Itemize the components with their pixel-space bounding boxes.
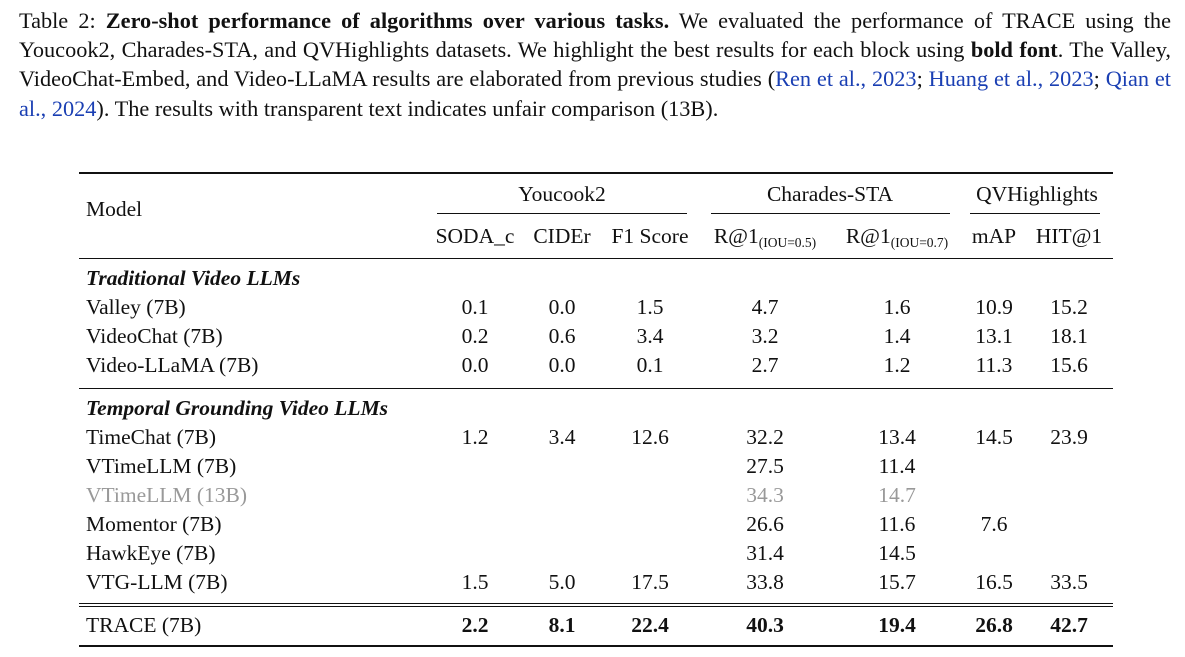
cell-value: 27.5 [746,454,784,478]
caption-bold-phrase: bold font [970,37,1058,63]
metric-map: mAP [971,224,1017,248]
cell-value: 0.0 [461,353,489,377]
row-model: Valley (7B) [86,295,186,319]
cell-value: 3.2 [751,324,779,348]
cell-value: 0.1 [461,295,489,319]
row-model: VTimeLLM (7B) [86,454,237,478]
cell-value: 2.7 [751,353,779,377]
cell-value: 0.6 [548,324,576,348]
citation-link-3[interactable]: Qian et al., 2024 [19,66,1171,121]
caption-label: Table 2: [19,8,96,33]
trace-cell-value: 26.8 [975,613,1013,637]
row-model: VTG-LLM (7B) [86,570,228,594]
group-youcook2: Youcook2 [518,182,606,206]
citation-link-2[interactable]: Huang et al., 2023 [928,66,1094,92]
cell-value: 7.6 [980,512,1008,536]
metric-hit1: HIT@1 [1035,224,1103,248]
metric-r1-iou05: R@1(IOU=0.5) [713,224,817,250]
cell-value: 14.5 [975,425,1013,449]
metric-r1-iou07-label: R@1 [845,224,891,248]
cell-value: 1.5 [461,570,489,594]
row-model: TimeChat (7B) [86,425,217,449]
cell-value: 33.8 [746,570,784,594]
group-charades-sta: Charades-STA [766,182,894,206]
cell-value: 13.4 [878,425,916,449]
metric-soda-c: SODA_c [435,224,515,248]
cell-value: 0.0 [548,295,576,319]
header-model: Model [86,197,143,221]
final-rule-1 [79,603,1113,604]
metric-f1-score: F1 Score [611,224,689,248]
trace-cell-value: 19.4 [878,613,916,637]
section-title-temporal-grounding: Temporal Grounding Video LLMs [86,396,389,420]
cell-value: 32.2 [746,425,784,449]
trace-row-model: TRACE (7B) [86,613,202,637]
row-model-faded: VTimeLLM (13B) [86,483,248,507]
header-rule [79,258,1113,259]
metric-r1-iou05-label: R@1 [713,224,759,248]
cell-value: 26.6 [746,512,784,536]
cell-value: 15.2 [1050,295,1088,319]
bottom-rule [79,645,1113,647]
cell-value: 15.7 [878,570,916,594]
cell-value: 1.5 [636,295,664,319]
table-caption: Table 2: Zero-shot performance of algori… [19,6,1171,123]
caption-text-1: We evaluated the performance of TRACE us… [19,8,1171,63]
cell-value: 13.1 [975,324,1013,348]
section-title-traditional: Traditional Video LLMs [86,266,301,290]
cell-value: 3.4 [636,324,664,348]
cell-value: 23.9 [1050,425,1088,449]
cell-value-faded: 14.7 [878,483,916,507]
cell-value: 1.6 [883,295,911,319]
cell-value: 4.7 [751,295,779,319]
caption-text-3: ). The results with transparent text ind… [96,95,719,121]
trace-cell-value: 8.1 [548,613,576,637]
row-model: Video-LLaMA (7B) [86,353,259,377]
caption-bold-title: Zero-shot performance of algorithms over… [105,8,670,33]
metric-r1-iou05-subscript: (IOU=0.5) [758,235,817,250]
caption-sep-1: ; [916,66,929,92]
caption-text-2: . The Valley, VideoChat-Embed, and Video… [19,37,1172,92]
cell-value: 14.5 [878,541,916,565]
cell-value: 17.5 [631,570,669,594]
metric-r1-iou07-subscript: (IOU=0.7) [890,235,949,250]
cell-value: 1.4 [883,324,911,348]
cell-value: 11.6 [878,512,916,536]
group-rule-charades [711,213,950,214]
cell-value: 18.1 [1050,324,1088,348]
cell-value: 1.2 [883,353,911,377]
trace-cell-value: 22.4 [631,613,669,637]
cell-value: 31.4 [746,541,784,565]
final-rule-2 [79,606,1113,607]
cell-value: 12.6 [631,425,669,449]
cell-value: 10.9 [975,295,1013,319]
cell-value: 16.5 [975,570,1013,594]
metric-cider: CIDEr [533,224,591,248]
trace-cell-value: 2.2 [461,613,489,637]
citation-link-1[interactable]: Ren et al., 2023 [775,66,917,92]
cell-value: 15.6 [1050,353,1088,377]
cell-value: 33.5 [1050,570,1088,594]
cell-value: 11.3 [975,353,1013,377]
row-model: HawkEye (7B) [86,541,216,565]
group-rule-qvhighlights [970,213,1100,214]
cell-value: 5.0 [548,570,576,594]
cell-value: 0.1 [636,353,664,377]
section-rule [79,388,1113,389]
trace-cell-value: 40.3 [746,613,784,637]
caption-sep-2: ; [1093,66,1106,92]
cell-value-faded: 34.3 [746,483,784,507]
row-model: VideoChat (7B) [86,324,223,348]
metric-r1-iou07: R@1(IOU=0.7) [845,224,949,250]
top-rule [79,172,1113,174]
cell-value: 1.2 [461,425,489,449]
group-rule-youcook2 [437,213,687,214]
cell-value: 11.4 [878,454,916,478]
cell-value: 0.2 [461,324,489,348]
trace-cell-value: 42.7 [1050,613,1088,637]
cell-value: 0.0 [548,353,576,377]
cell-value: 3.4 [548,425,576,449]
row-model: Momentor (7B) [86,512,222,536]
group-qvhighlights: QVHighlights [976,182,1098,206]
